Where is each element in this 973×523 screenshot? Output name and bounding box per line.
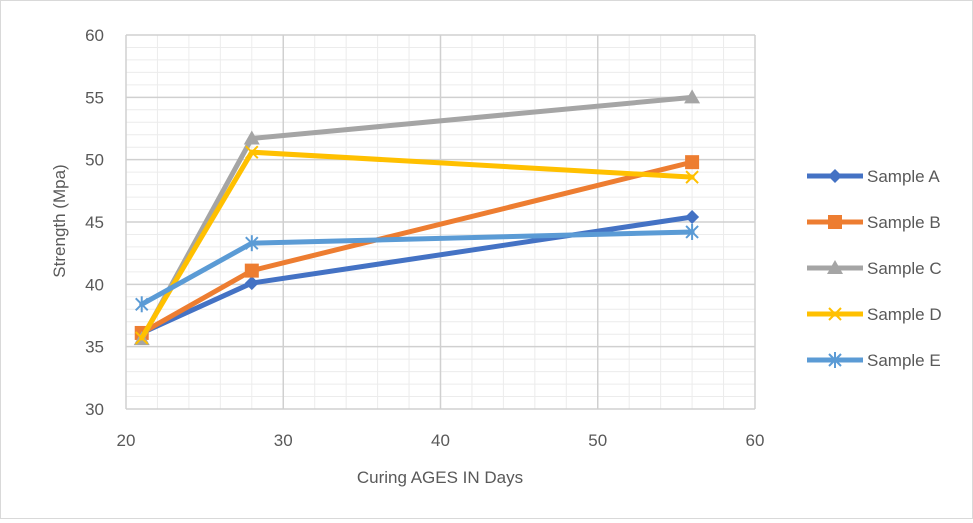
y-tick-label: 55	[85, 88, 104, 107]
legend-label: Sample C	[867, 259, 942, 278]
legend-item: Sample A	[807, 167, 940, 186]
x-axis-title: Curing AGES IN Days	[357, 468, 523, 487]
series-point-4	[685, 170, 699, 184]
y-tick-label: 35	[85, 338, 104, 357]
series-line-3	[139, 94, 695, 342]
legend-item: Sample C	[807, 259, 942, 278]
y-tick-label: 40	[85, 275, 104, 294]
x-tick-label: 20	[117, 431, 136, 450]
legend-marker	[827, 260, 843, 274]
series-point-5	[135, 296, 149, 313]
series-point-1	[244, 276, 259, 291]
legend-label: Sample B	[867, 213, 941, 232]
series-point-4	[135, 331, 149, 345]
y-axis-title: Strength (Mpa)	[50, 164, 69, 277]
series-point-3	[684, 89, 701, 104]
axis-layer: 20 30 40 50 60 30 35 40 45 50 55 60	[85, 26, 764, 450]
series-point-3	[243, 130, 260, 145]
x-tick-label: 30	[274, 431, 293, 450]
series-point-5	[245, 235, 259, 252]
legend-marker	[828, 307, 842, 321]
legend-marker	[828, 215, 842, 229]
series-point-2	[685, 155, 700, 170]
y-tick-label: 50	[85, 151, 104, 170]
y-tick-label: 30	[85, 400, 104, 419]
series-point-2	[244, 263, 259, 278]
legend-label: Sample D	[867, 305, 942, 324]
x-tick-label: 40	[431, 431, 450, 450]
series-point-4	[245, 145, 259, 159]
legend: Sample A Sample B Sample C Sample D Sample E	[807, 167, 942, 370]
legend-marker	[828, 169, 842, 183]
legend-label: Sample E	[867, 351, 941, 370]
series-point-1	[685, 210, 700, 225]
legend-item: Sample E	[807, 351, 941, 370]
series-point-5	[685, 223, 699, 240]
x-tick-label: 50	[588, 431, 607, 450]
legend-item: Sample D	[807, 305, 942, 324]
y-tick-label: 60	[85, 26, 104, 45]
legend-label: Sample A	[867, 167, 940, 186]
x-tick-label: 60	[746, 431, 765, 450]
legend-marker	[828, 352, 842, 368]
legend-item: Sample B	[807, 213, 941, 232]
series-layer	[133, 89, 701, 346]
y-tick-label: 45	[85, 213, 104, 232]
grid-layer	[125, 34, 756, 410]
